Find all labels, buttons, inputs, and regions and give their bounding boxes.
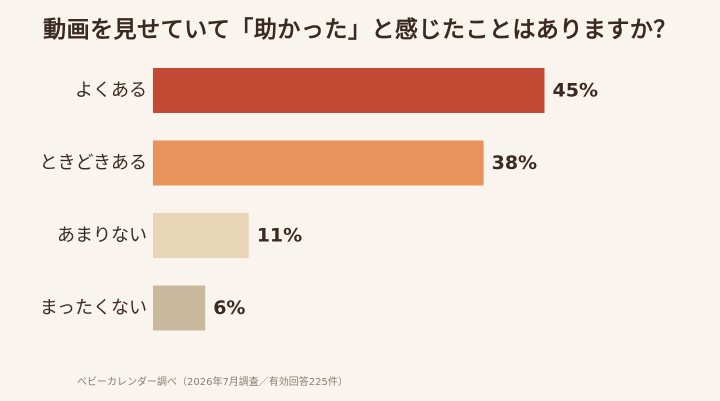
bar-never [153,285,206,331]
category-label-never: まったくない [40,298,147,319]
bar-sometimes [153,140,484,186]
bar-often [153,68,545,113]
category-label-sometimes: ときどきある [40,153,147,174]
source-note: ベビーカレンダー調べ（2026年7月調査／有効回答225件） [77,377,348,388]
value-label-rarely: 11% [257,225,302,247]
category-label-rarely: あまりない [57,225,147,246]
bar-rarely [153,213,249,258]
value-label-never: 6% [213,297,245,319]
chart-title: 動画を見せていて「助かった」と感じたことはありますか？ [43,17,677,43]
value-label-often: 45% [553,80,598,102]
category-label-often: よくある [75,80,147,101]
value-label-sometimes: 38% [492,152,537,174]
